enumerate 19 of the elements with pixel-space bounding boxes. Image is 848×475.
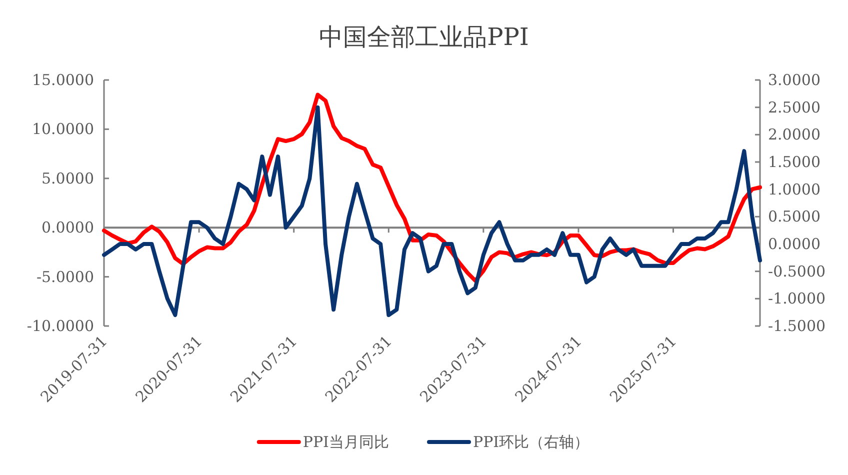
y-tick-label: 10.0000: [32, 120, 94, 138]
y2-tick-label: 1.5000: [768, 153, 820, 171]
y2-tick-label: 2.5000: [768, 98, 820, 116]
y-tick-label: -10.0000: [26, 317, 94, 335]
y2-tick-label: -1.0000: [768, 290, 826, 308]
y2-tick-label: 0.5000: [768, 208, 820, 226]
y2-tick-label: 1.0000: [768, 180, 820, 198]
chart-title: 中国全部工业品PPI: [319, 23, 529, 51]
y-tick-label: 0.0000: [42, 218, 94, 237]
legend-label: PPI当月同比: [302, 433, 389, 451]
y2-tick-label: -1.5000: [768, 317, 826, 335]
y2-tick-label: -0.5000: [768, 262, 826, 280]
y-tick-label: 15.0000: [32, 71, 94, 89]
y2-tick-label: 0.0000: [768, 235, 820, 253]
y2-tick-label: 3.0000: [768, 71, 820, 89]
y2-tick-label: 2.0000: [768, 126, 820, 144]
legend-label: PPI环比（右轴）: [473, 433, 590, 451]
y-tick-label: -5.0000: [36, 268, 94, 286]
y-tick-label: 5.0000: [42, 169, 94, 188]
